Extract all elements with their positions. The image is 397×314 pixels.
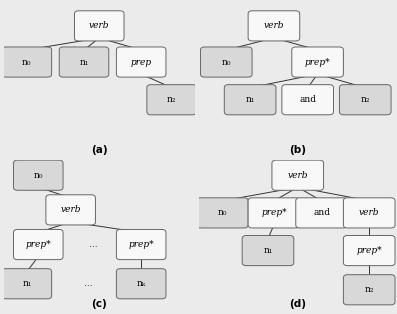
FancyBboxPatch shape	[116, 269, 166, 299]
FancyBboxPatch shape	[13, 230, 63, 260]
Text: verb: verb	[359, 208, 380, 217]
Text: ...: ...	[89, 240, 98, 249]
Text: n₀: n₀	[33, 171, 43, 180]
FancyBboxPatch shape	[339, 85, 391, 115]
Text: nₖ: nₖ	[137, 279, 146, 288]
FancyBboxPatch shape	[59, 47, 109, 77]
Text: n₂: n₂	[360, 95, 370, 104]
FancyBboxPatch shape	[292, 47, 343, 77]
FancyBboxPatch shape	[116, 230, 166, 260]
FancyBboxPatch shape	[248, 11, 300, 41]
Text: (a): (a)	[91, 145, 108, 155]
Text: verb: verb	[264, 21, 284, 30]
FancyBboxPatch shape	[343, 275, 395, 305]
FancyBboxPatch shape	[282, 85, 333, 115]
FancyBboxPatch shape	[296, 198, 347, 228]
Text: and: and	[313, 208, 330, 217]
FancyBboxPatch shape	[46, 195, 95, 225]
FancyBboxPatch shape	[116, 47, 166, 77]
FancyBboxPatch shape	[224, 85, 276, 115]
Text: n₁: n₁	[245, 95, 255, 104]
Text: and: and	[299, 95, 316, 104]
Text: (c): (c)	[91, 299, 107, 309]
Text: verb: verb	[89, 21, 110, 30]
FancyBboxPatch shape	[343, 198, 395, 228]
FancyBboxPatch shape	[2, 269, 52, 299]
Text: prep*: prep*	[128, 240, 154, 249]
Text: n₂: n₂	[167, 95, 176, 104]
Text: n₂: n₂	[364, 285, 374, 294]
Text: ...: ...	[83, 279, 92, 288]
FancyBboxPatch shape	[272, 160, 324, 190]
Text: prep*: prep*	[305, 57, 330, 67]
Text: n₁: n₁	[79, 57, 89, 67]
Text: n₀: n₀	[218, 208, 227, 217]
Text: (b): (b)	[289, 145, 306, 155]
Text: n₀: n₀	[22, 57, 32, 67]
Text: n₁: n₁	[22, 279, 31, 288]
FancyBboxPatch shape	[75, 11, 124, 41]
Text: prep*: prep*	[25, 240, 51, 249]
FancyBboxPatch shape	[13, 160, 63, 190]
Text: prep*: prep*	[261, 208, 287, 217]
Text: n₀: n₀	[222, 57, 231, 67]
FancyBboxPatch shape	[147, 85, 197, 115]
Text: prep: prep	[131, 57, 152, 67]
FancyBboxPatch shape	[242, 236, 294, 266]
Text: n₁: n₁	[263, 246, 273, 255]
Text: prep*: prep*	[357, 246, 382, 255]
FancyBboxPatch shape	[248, 198, 300, 228]
Text: verb: verb	[287, 171, 308, 180]
FancyBboxPatch shape	[197, 198, 248, 228]
Text: verb: verb	[60, 205, 81, 214]
Text: (d): (d)	[289, 299, 306, 309]
FancyBboxPatch shape	[343, 236, 395, 266]
FancyBboxPatch shape	[2, 47, 52, 77]
FancyBboxPatch shape	[200, 47, 252, 77]
